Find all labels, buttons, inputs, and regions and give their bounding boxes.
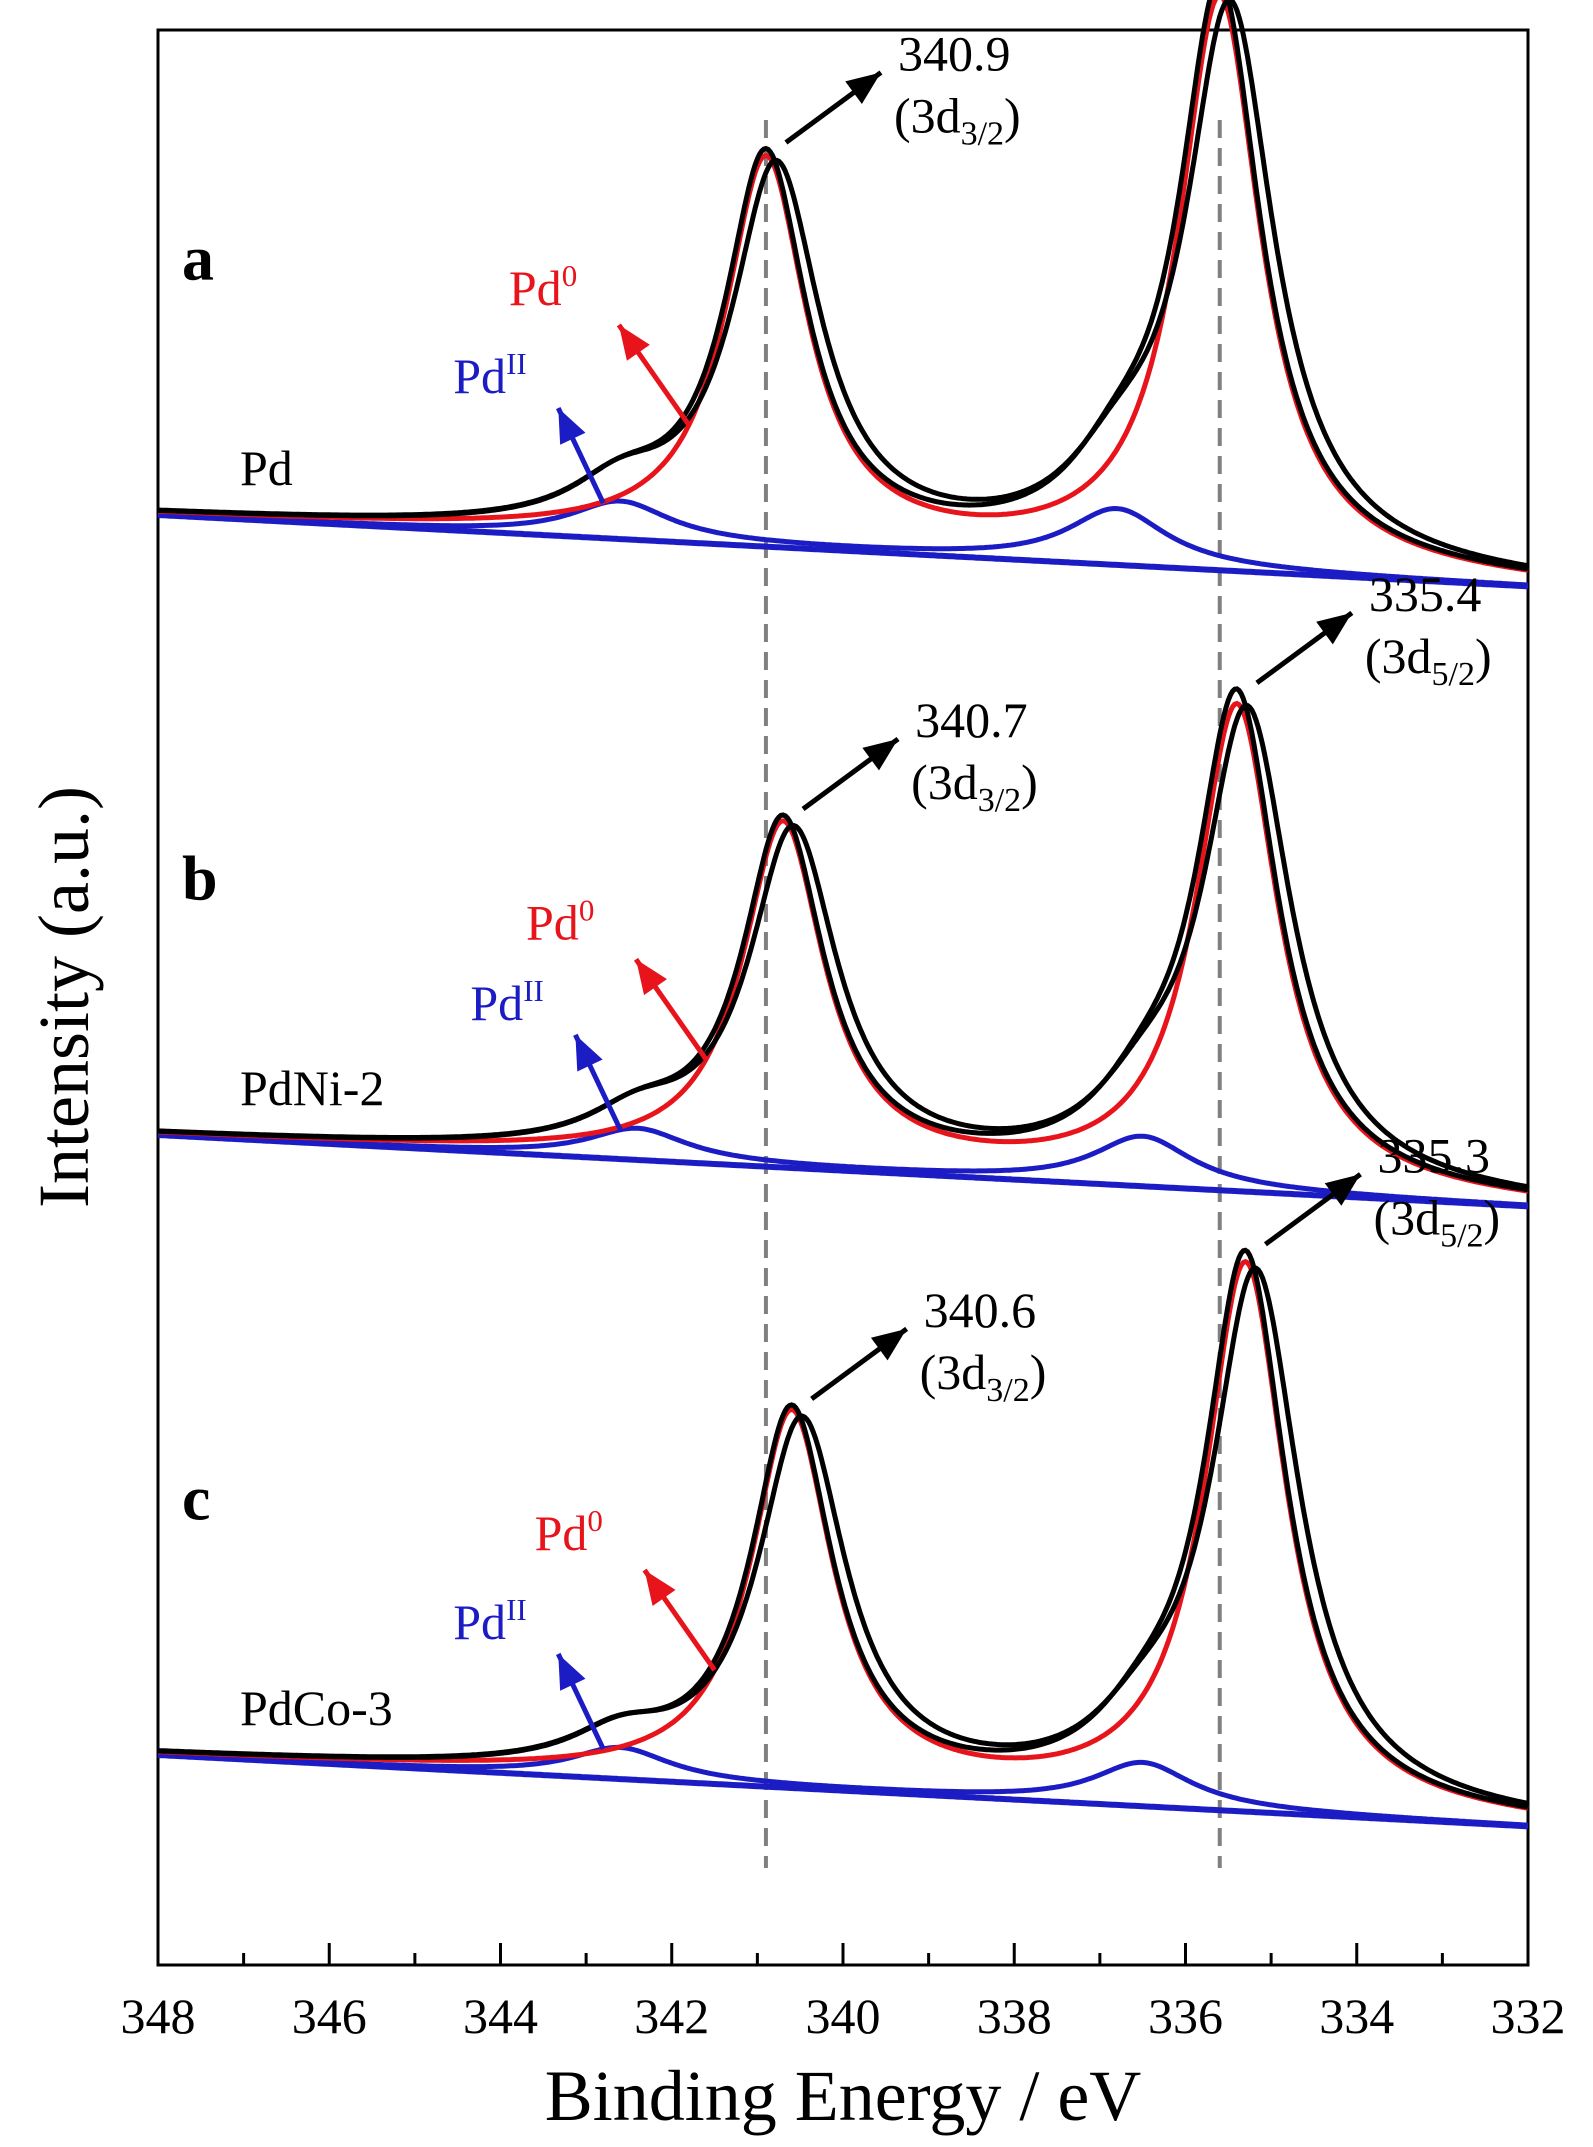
pd2-label-a: PdII	[453, 346, 526, 404]
orbital-post: )	[1021, 754, 1038, 810]
pd2-label-b-base: Pd	[470, 975, 523, 1031]
peak-orbital-c-1: (3d5/2)	[1373, 1189, 1500, 1254]
peak-arrow-a-0	[784, 70, 883, 145]
orbital-post: )	[1475, 628, 1492, 684]
pd0-label-a: Pd0	[509, 258, 577, 316]
orbital-sub: 3/2	[986, 1372, 1029, 1409]
peak-arrow-c-0	[810, 1326, 909, 1401]
pd0-arrow-b-head	[636, 959, 667, 996]
pd2-arrow-a	[555, 406, 606, 505]
x-tick-label-332: 332	[1491, 1988, 1566, 2044]
x-tick-label-346: 346	[292, 1988, 367, 2044]
pd0-sup-c: 0	[587, 1503, 603, 1538]
peak-arrow-b-0	[801, 736, 900, 811]
pd0-arrow-a-head	[618, 324, 650, 361]
guide-lines	[763, 120, 1222, 1868]
x-tick-label-340: 340	[806, 1988, 881, 2044]
pd2-fit-a	[157, 498, 1529, 588]
pd0-sup-b: 0	[579, 892, 595, 927]
panel-letter-a: a	[182, 222, 214, 293]
measured-raw-a	[157, 0, 1529, 569]
peak-value-b-0: 340.7	[915, 692, 1028, 748]
pd2-label-c: PdII	[453, 1592, 526, 1650]
x-tick-label-334: 334	[1319, 1988, 1394, 2044]
orbital-pre: (3d	[1373, 1189, 1440, 1245]
pd0-label-b-base: Pd	[526, 894, 579, 950]
peak-arrow-c-1	[1263, 1172, 1362, 1247]
peak-value-b-1: 335.4	[1369, 566, 1482, 622]
pd0-arrow-a	[616, 323, 691, 427]
pd2-sup-c: II	[506, 1592, 527, 1627]
pd2-arrow-a-head	[558, 408, 586, 445]
sample-name-a: Pd	[240, 440, 293, 496]
pd2-sup-a: II	[506, 346, 527, 381]
peak-arrow-a-0-head	[845, 72, 881, 104]
orbital-sub: 5/2	[1440, 1217, 1483, 1254]
orbital-sub: 3/2	[978, 782, 1021, 819]
x-axis-label: Binding Energy / eV	[545, 2056, 1142, 2136]
pd2-arrow-b	[573, 1033, 623, 1131]
peak-arrow-c-0-head	[870, 1328, 907, 1361]
pd0-sup-a: 0	[562, 258, 578, 293]
orbital-pre: (3d	[1365, 628, 1432, 684]
measured-raw-c	[157, 1265, 1529, 1806]
orbital-post: )	[1004, 88, 1021, 144]
peak-arrow-b-1-head	[1316, 612, 1352, 645]
pd2-sup-b: II	[523, 973, 544, 1008]
x-tick-label-338: 338	[977, 1988, 1052, 2044]
pd0-label-c-base: Pd	[535, 1505, 588, 1561]
pd2-label-c-base: Pd	[453, 1594, 506, 1650]
orbital-sub: 5/2	[1432, 656, 1475, 693]
pd0-arrow-c	[642, 1568, 717, 1672]
peak-orbital-b-1: (3d5/2)	[1365, 628, 1492, 693]
pd0-arrow-b	[633, 957, 709, 1061]
peak-value-c-1: 335.3	[1377, 1127, 1490, 1183]
pd2-fit-c	[157, 1744, 1529, 1828]
background-a	[157, 512, 1529, 590]
pd0-label-c: Pd0	[535, 1503, 603, 1561]
peak-arrow-b-1	[1255, 610, 1354, 685]
pd0-arrow-c-head	[644, 1570, 676, 1606]
pd2-arrow-c-head	[558, 1653, 586, 1691]
peak-value-a-0: 340.9	[898, 26, 1011, 82]
pd0-label-b: Pd0	[526, 892, 594, 950]
y-axis-label: Intensity (a.u.)	[24, 786, 104, 1208]
pd2-arrow-b-head	[575, 1034, 603, 1072]
peak-orbital-a-0: (3d3/2)	[894, 88, 1021, 153]
sample-name-c: PdCo-3	[240, 1680, 393, 1736]
peak-orbital-b-0: (3d3/2)	[911, 754, 1038, 819]
annotations: aPd340.9(3d3/2)335.6(3d5/2)Pd0PdIIbPdNi-…	[182, 26, 1500, 1751]
measured-raw-b	[157, 702, 1529, 1190]
pd2-label-a-base: Pd	[453, 348, 506, 404]
spectra	[157, 0, 1529, 1830]
pd0-fit-a	[157, 0, 1529, 573]
x-tick-label-344: 344	[463, 1988, 538, 2044]
panel-letter-c: c	[182, 1462, 210, 1533]
pd0-label-a-base: Pd	[509, 260, 562, 316]
peak-arrow-b-0-head	[862, 738, 899, 771]
orbital-sub: 3/2	[961, 116, 1004, 153]
x-tick-label-348: 348	[121, 1988, 196, 2044]
sample-name-b: PdNi-2	[240, 1060, 384, 1116]
orbital-pre: (3d	[894, 88, 961, 144]
x-axis: 348 346 344 342 340 338 336 334 332	[121, 1943, 1566, 2044]
panel-letter-b: b	[182, 842, 218, 913]
pd2-arrow-c	[555, 1652, 606, 1751]
peak-value-c-0: 340.6	[924, 1282, 1037, 1338]
peak-arrow-c-1-head	[1324, 1174, 1361, 1206]
orbital-post: )	[1030, 1344, 1047, 1400]
peak-orbital-c-0: (3d3/2)	[920, 1344, 1047, 1409]
pd2-label-b: PdII	[470, 973, 543, 1031]
plot-frame	[156, 28, 1530, 1967]
x-tick-label-342: 342	[634, 1988, 709, 2044]
orbital-pre: (3d	[920, 1344, 987, 1400]
x-tick-label-336: 336	[1148, 1988, 1223, 2044]
orbital-post: )	[1484, 1189, 1501, 1245]
pd2-fit-b	[157, 1125, 1529, 1208]
orbital-pre: (3d	[911, 754, 978, 810]
measured-envelope-a	[157, 0, 1529, 572]
